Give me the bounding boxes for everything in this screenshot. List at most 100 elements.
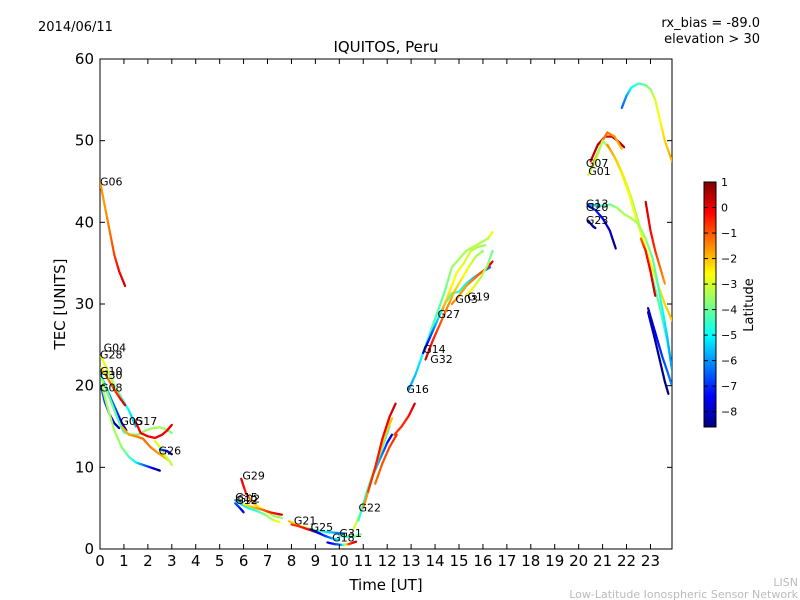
series-segment [394, 433, 398, 438]
x-tick-label: 12 [378, 552, 397, 570]
series-segment [669, 316, 672, 322]
x-tick-label: 1 [119, 552, 129, 570]
series-segment [393, 402, 397, 407]
plot-area [99, 58, 673, 550]
prn-label-g23: G23 [586, 214, 609, 227]
series-segment [123, 403, 127, 407]
y-tick-label: 20 [75, 377, 94, 395]
prn-label-g21: G21 [294, 515, 317, 528]
series-g12 [234, 502, 245, 514]
series-segment [169, 423, 173, 427]
series-g27 [441, 244, 487, 312]
y-tick-label: 10 [75, 458, 94, 476]
prn-label-g28: G28 [100, 349, 123, 362]
x-tick-label: 6 [239, 552, 249, 570]
series-segment [666, 390, 670, 395]
series-segment [480, 249, 485, 253]
prn-label-g32: G32 [430, 353, 453, 366]
x-tick-label: 15 [449, 552, 468, 570]
series-g23 [587, 219, 597, 230]
date-label: 2014/06/11 [38, 20, 113, 35]
series-g24b [644, 200, 666, 285]
y-tick-label: 40 [75, 213, 94, 231]
prn-label-g17: G17 [135, 415, 158, 428]
x-tick-label: 11 [354, 552, 373, 570]
prn-label-g19: G19 [467, 291, 490, 304]
chart-title: IQUITOS, Peru [333, 38, 438, 56]
series-segment [487, 266, 492, 270]
series-segment [670, 362, 672, 371]
x-tick-label: 17 [497, 552, 516, 570]
series-segment [662, 279, 666, 285]
y-axis-label: TEC [UNITS] [51, 259, 69, 351]
series-segment [660, 301, 664, 311]
series-g31 [338, 533, 362, 538]
series-segment [133, 422, 137, 428]
prn-label-g08: G08 [100, 381, 123, 394]
series-g16 [393, 402, 416, 436]
prn-label-g06: G06 [100, 176, 123, 189]
series-segment [664, 328, 669, 338]
colorbar-tick-label: 1 [721, 176, 728, 189]
series-segment [123, 282, 127, 288]
x-tick-label: 8 [287, 552, 297, 570]
series-segment [662, 315, 666, 325]
colorbar-label: Latitude [742, 278, 757, 332]
prn-label-g29: G29 [242, 470, 265, 483]
x-tick-label: 9 [311, 552, 321, 570]
series-g18 [326, 540, 358, 547]
x-tick-label: 13 [402, 552, 421, 570]
series-segment [412, 402, 416, 407]
colorbar-tick-label: −2 [721, 253, 737, 266]
elevation-label: elevation > 30 [664, 32, 760, 47]
x-tick-label: 23 [641, 552, 660, 570]
series-g19 [465, 249, 494, 297]
colorbar-ticks: 1 0 −1 −2 −3 −4 −5 −6 −7 −8 [704, 176, 737, 419]
prn-label-g13: G13 [586, 198, 609, 211]
bias-label: rx_bias = -89.0 [661, 16, 760, 31]
prn-label-g05: G05 [120, 415, 143, 428]
prn-label-g07: G07 [586, 157, 609, 170]
series-g26b [158, 448, 173, 456]
series-g08b [100, 384, 161, 472]
footer-lisn: LISN [773, 576, 798, 589]
prn-label-g10: G10 [100, 365, 123, 378]
series-g15 [234, 498, 281, 524]
series-segment [663, 321, 668, 331]
x-axis-ticks: 0 1 2 3 4 5 6 7 8 9 10 11 12 13 14 15 16 17 18 19 20 21 22 23 [95, 59, 660, 570]
colorbar-tick-label: −6 [721, 355, 737, 368]
series-segment [653, 290, 657, 297]
colorbar-tick-label: −1 [721, 227, 737, 240]
colorbar-tick-label: −7 [721, 380, 737, 393]
x-tick-label: 14 [426, 552, 445, 570]
series-g22e [374, 433, 398, 485]
series-g24c [646, 306, 672, 387]
prn-label-g15: G15 [235, 491, 258, 504]
x-tick-label: 19 [545, 552, 564, 570]
series-g24d [646, 311, 670, 395]
series-segment [390, 433, 394, 438]
series-g24e [639, 237, 657, 297]
colorbar-tick-label: −8 [721, 406, 737, 419]
x-tick-label: 7 [263, 552, 273, 570]
series-g22d [366, 402, 397, 493]
series-g24 [620, 82, 672, 163]
x-tick-label: 20 [569, 552, 588, 570]
x-tick-label: 0 [95, 552, 105, 570]
x-tick-label: 5 [215, 552, 225, 570]
y-tick-label: 60 [75, 50, 94, 68]
series-segment [169, 452, 173, 456]
colorbar-tick-label: 0 [721, 202, 728, 215]
prn-label-g03: G03 [455, 293, 478, 306]
y-tick-label: 0 [84, 540, 94, 558]
series-g25 [309, 528, 341, 542]
series-segment [169, 431, 173, 435]
x-tick-label: 2 [143, 552, 153, 570]
prn-label-g27: G27 [437, 308, 460, 321]
footer-network: Low-Latitude Ionospheric Sensor Network [569, 588, 798, 600]
prn-label-g04: G04 [104, 341, 127, 354]
series-g17 [134, 421, 173, 440]
x-tick-label: 16 [473, 552, 492, 570]
